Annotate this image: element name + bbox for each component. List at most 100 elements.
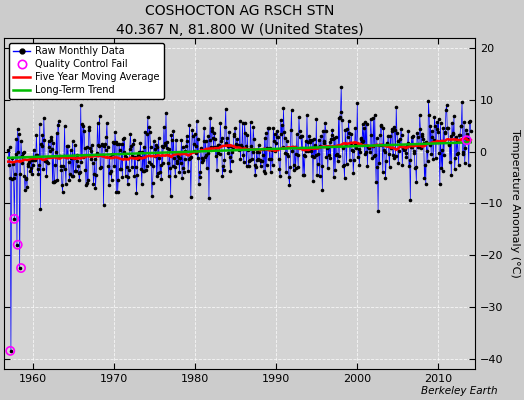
Point xyxy=(289,144,297,150)
Point xyxy=(54,118,63,124)
Point xyxy=(97,141,106,148)
Point xyxy=(294,114,303,120)
Point xyxy=(310,154,319,160)
Point xyxy=(17,138,25,144)
Point xyxy=(328,126,336,133)
Point xyxy=(434,116,443,123)
Point xyxy=(333,150,341,157)
Point xyxy=(363,163,372,170)
Point xyxy=(302,148,311,154)
Point xyxy=(220,167,228,173)
Point xyxy=(244,147,252,153)
Point xyxy=(62,142,71,149)
Point xyxy=(132,190,140,196)
Point xyxy=(303,138,312,145)
Point xyxy=(358,121,367,128)
Point xyxy=(6,348,15,354)
Point xyxy=(307,148,315,154)
Point xyxy=(346,140,355,146)
Point xyxy=(337,117,346,123)
Point xyxy=(222,105,230,112)
Point xyxy=(195,181,203,188)
Point xyxy=(417,145,425,151)
Point xyxy=(60,152,68,159)
Point xyxy=(424,97,433,104)
Point xyxy=(442,107,450,113)
Point xyxy=(305,136,314,143)
Point xyxy=(233,136,242,143)
Point xyxy=(232,142,241,148)
Point xyxy=(123,164,131,170)
Point xyxy=(215,142,223,148)
Point xyxy=(41,158,49,164)
Point xyxy=(162,110,170,116)
Point xyxy=(365,145,373,151)
Point xyxy=(108,150,116,157)
Point xyxy=(86,148,95,154)
Point xyxy=(17,265,25,271)
Point xyxy=(34,171,42,178)
Point xyxy=(258,158,266,164)
Point xyxy=(451,155,460,161)
Point xyxy=(100,143,108,150)
Point xyxy=(466,118,474,124)
Point xyxy=(376,132,384,139)
Point xyxy=(141,167,150,173)
Point xyxy=(282,169,290,175)
Point xyxy=(456,123,465,130)
Point xyxy=(322,128,330,134)
Point xyxy=(238,144,246,150)
Point xyxy=(149,163,157,170)
Point xyxy=(427,150,435,157)
Point xyxy=(238,120,247,126)
Point xyxy=(405,163,413,170)
Point xyxy=(421,162,429,168)
Point xyxy=(93,120,102,126)
Point xyxy=(135,149,144,156)
Point xyxy=(267,156,276,162)
Point xyxy=(455,132,464,138)
Point xyxy=(53,177,61,184)
Point xyxy=(96,165,104,172)
Point xyxy=(318,186,326,193)
Point xyxy=(259,152,268,158)
Point xyxy=(403,143,411,149)
Point xyxy=(433,118,441,125)
Point xyxy=(413,130,421,136)
Point xyxy=(28,170,37,177)
Point xyxy=(347,131,355,137)
Point xyxy=(94,142,102,148)
Point xyxy=(45,138,53,144)
Point xyxy=(223,134,231,141)
Point xyxy=(366,116,375,122)
Point xyxy=(251,172,259,179)
Point xyxy=(198,155,206,161)
Point xyxy=(440,152,448,158)
Point xyxy=(312,116,321,122)
Point xyxy=(275,166,283,172)
Title: COSHOCTON AG RSCH STN
40.367 N, 81.800 W (United States): COSHOCTON AG RSCH STN 40.367 N, 81.800 W… xyxy=(116,4,363,36)
Point xyxy=(205,136,214,143)
Point xyxy=(282,138,291,144)
Point xyxy=(397,126,405,132)
Point xyxy=(213,150,222,157)
Point xyxy=(212,152,220,159)
Point xyxy=(394,138,402,144)
Point xyxy=(342,161,351,167)
Point xyxy=(370,153,378,159)
Point xyxy=(300,172,309,178)
Point xyxy=(24,161,32,167)
Point xyxy=(117,141,126,148)
Point xyxy=(152,142,160,148)
Point xyxy=(353,100,362,106)
Point xyxy=(446,133,455,139)
Point xyxy=(437,164,445,171)
Point xyxy=(385,151,393,157)
Point xyxy=(57,162,65,169)
Point xyxy=(246,157,254,163)
Point xyxy=(263,161,271,168)
Point xyxy=(107,168,115,175)
Point xyxy=(358,139,366,146)
Point xyxy=(114,176,123,183)
Point xyxy=(10,216,18,222)
